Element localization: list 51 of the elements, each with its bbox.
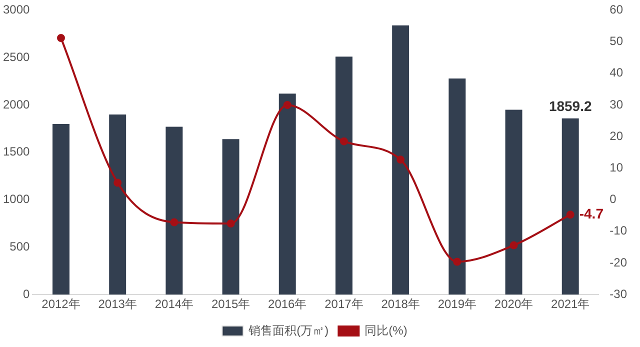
- point: [510, 241, 518, 250]
- x-tick-label: 2021年: [551, 297, 590, 312]
- y-tick-label: 2000: [2, 97, 30, 112]
- point: [56, 34, 65, 42]
- y-tick-label: 2500: [2, 50, 30, 64]
- point: [226, 220, 235, 228]
- point: [170, 218, 178, 226]
- x-tick-label: 2015年: [211, 297, 250, 312]
- bar: [335, 56, 352, 295]
- point: [566, 210, 574, 219]
- x-tick-label: 2017年: [324, 297, 364, 312]
- y2-tick-label: 60: [610, 2, 624, 17]
- bar: [392, 25, 410, 295]
- bar: [166, 126, 183, 295]
- y-tick-label: 3000: [2, 2, 30, 17]
- y2-tick-label: 30: [610, 97, 624, 112]
- y2-tick-label: 50: [610, 34, 624, 48]
- y-tick-label: 1000: [2, 192, 30, 206]
- x-tick-label: 2014年: [154, 297, 194, 312]
- data-label: -4.7: [579, 206, 604, 222]
- bar: [222, 139, 240, 295]
- bar: [562, 118, 579, 295]
- x-tick-label: 2019年: [438, 297, 477, 312]
- legend-label: 销售面积(万㎡): [248, 323, 329, 338]
- bar: [109, 114, 126, 295]
- x-tick-label: 2020年: [494, 297, 534, 312]
- x-tick-label: 2012年: [42, 297, 80, 312]
- x-tick-label: 2018年: [381, 297, 420, 312]
- y2-tick-label: -10: [610, 224, 628, 238]
- bar: [505, 110, 522, 295]
- x-tick-label: 2016年: [268, 297, 307, 312]
- legend-label: 同比(%): [364, 323, 408, 338]
- bar: [52, 124, 70, 295]
- y-tick-label: 1500: [2, 144, 30, 159]
- point: [396, 156, 405, 164]
- x-tick-label: 2013年: [98, 297, 137, 312]
- y-tick-label: 0: [23, 286, 30, 301]
- point: [453, 258, 462, 266]
- y-tick-label: 500: [10, 240, 30, 254]
- y2-tick-label: 0: [610, 192, 617, 206]
- y2-tick-label: -20: [610, 255, 628, 270]
- bar: [448, 78, 466, 295]
- bar: [278, 94, 296, 295]
- y2-tick-label: 40: [610, 66, 624, 80]
- y2-tick-label: -30: [610, 286, 628, 301]
- data-label: 1859.2: [548, 98, 592, 114]
- y2-tick-label: 10: [610, 160, 624, 175]
- point: [340, 137, 348, 146]
- point: [283, 101, 292, 109]
- point: [114, 178, 122, 187]
- y2-tick-label: 20: [610, 128, 624, 143]
